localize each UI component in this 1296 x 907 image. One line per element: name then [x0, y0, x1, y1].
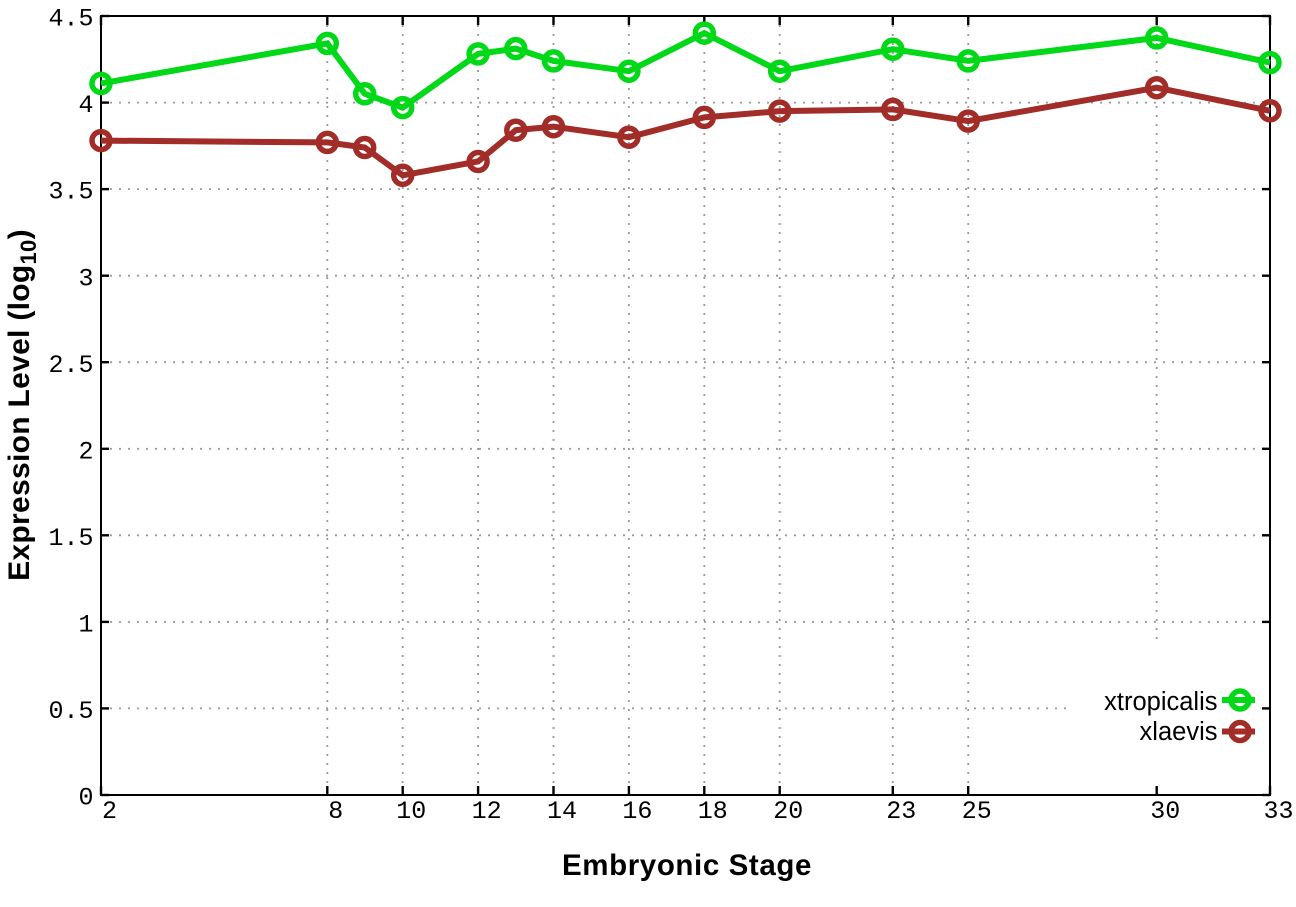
- svg-text:23: 23: [886, 797, 916, 826]
- svg-text:3.5: 3.5: [48, 178, 93, 207]
- svg-text:xlaevis: xlaevis: [1140, 718, 1218, 746]
- svg-text:10: 10: [396, 797, 426, 826]
- svg-text:Embryonic Stage: Embryonic Stage: [562, 849, 812, 882]
- svg-text:1.5: 1.5: [48, 524, 93, 553]
- svg-text:12: 12: [472, 797, 502, 826]
- svg-text:33: 33: [1263, 797, 1293, 826]
- svg-text:0: 0: [78, 784, 93, 813]
- svg-text:1: 1: [78, 611, 93, 640]
- svg-text:2.5: 2.5: [48, 351, 93, 380]
- svg-text:8: 8: [328, 797, 343, 826]
- svg-text:30: 30: [1150, 797, 1180, 826]
- svg-text:4.5: 4.5: [48, 5, 93, 34]
- svg-text:xtropicalis: xtropicalis: [1104, 688, 1217, 716]
- svg-text:18: 18: [698, 797, 728, 826]
- svg-text:3: 3: [78, 264, 93, 293]
- svg-text:20: 20: [773, 797, 803, 826]
- svg-text:14: 14: [547, 797, 577, 826]
- svg-text:4: 4: [78, 91, 93, 120]
- svg-text:2: 2: [78, 437, 93, 466]
- svg-text:25: 25: [962, 797, 992, 826]
- svg-text:2: 2: [102, 797, 117, 826]
- svg-text:Expression Level (log10): Expression Level (log10): [3, 229, 41, 581]
- svg-text:16: 16: [622, 797, 652, 826]
- svg-text:0.5: 0.5: [48, 697, 93, 726]
